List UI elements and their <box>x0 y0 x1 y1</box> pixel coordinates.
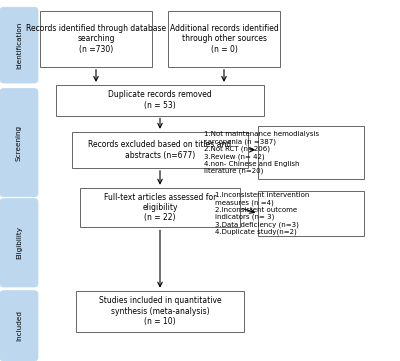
FancyBboxPatch shape <box>72 132 248 168</box>
Text: Duplicate records removed
(n = 53): Duplicate records removed (n = 53) <box>108 91 212 110</box>
FancyBboxPatch shape <box>0 7 38 83</box>
FancyBboxPatch shape <box>80 188 240 227</box>
FancyBboxPatch shape <box>0 88 38 197</box>
Text: Records excluded based on titles and
abstracts (n=677): Records excluded based on titles and abs… <box>88 140 232 160</box>
Text: 1.Not maintenance hemodialysis
sarcopenia (n =387)
2.Not RCT (n=206)
3.Review (n: 1.Not maintenance hemodialysis sarcopeni… <box>204 131 320 174</box>
Text: Studies included in quantitative
synthesis (meta-analysis)
(n = 10): Studies included in quantitative synthes… <box>99 296 221 326</box>
Text: Included: Included <box>16 310 22 341</box>
FancyBboxPatch shape <box>168 11 280 67</box>
Text: Identification: Identification <box>16 22 22 69</box>
Text: Screening: Screening <box>16 125 22 161</box>
FancyBboxPatch shape <box>0 199 38 287</box>
Text: 1.Inconsistent intervention
measures (n =4)
2.Inconsistent outcome
indicators (n: 1.Inconsistent intervention measures (n … <box>215 192 309 235</box>
FancyBboxPatch shape <box>76 291 244 332</box>
FancyBboxPatch shape <box>40 11 152 67</box>
FancyBboxPatch shape <box>258 126 364 179</box>
Text: Eligibility: Eligibility <box>16 226 22 259</box>
FancyBboxPatch shape <box>56 85 264 116</box>
FancyBboxPatch shape <box>0 291 38 361</box>
Text: Full-text articles assessed for
eligibility
(n = 22): Full-text articles assessed for eligibil… <box>104 193 216 222</box>
FancyBboxPatch shape <box>258 191 364 236</box>
Text: Records identified through database
searching
(n =730): Records identified through database sear… <box>26 24 166 54</box>
Text: Additional records identified
through other sources
(n = 0): Additional records identified through ot… <box>170 24 278 54</box>
